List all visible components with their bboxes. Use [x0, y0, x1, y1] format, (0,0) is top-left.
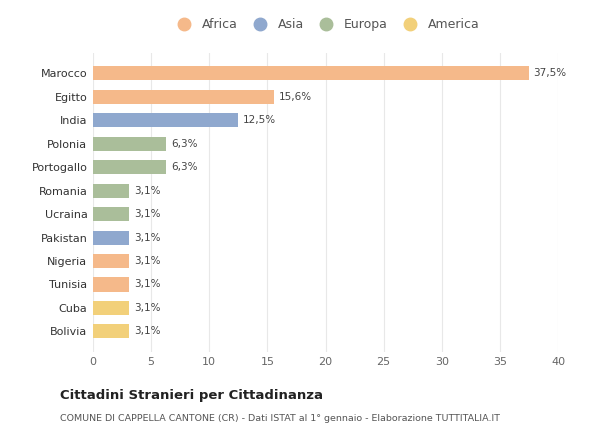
Bar — [93, 324, 129, 338]
Text: 6,3%: 6,3% — [171, 139, 197, 149]
Bar — [93, 113, 238, 127]
Bar — [93, 90, 274, 104]
Text: 3,1%: 3,1% — [134, 256, 160, 266]
Text: 6,3%: 6,3% — [171, 162, 197, 172]
Text: 3,1%: 3,1% — [134, 279, 160, 290]
Text: 3,1%: 3,1% — [134, 186, 160, 196]
Text: 3,1%: 3,1% — [134, 233, 160, 242]
Text: 12,5%: 12,5% — [243, 115, 276, 125]
Text: 3,1%: 3,1% — [134, 326, 160, 336]
Bar — [93, 137, 166, 151]
Text: 37,5%: 37,5% — [533, 69, 567, 78]
Bar — [93, 231, 129, 245]
Text: 3,1%: 3,1% — [134, 303, 160, 313]
Bar — [93, 160, 166, 174]
Text: 15,6%: 15,6% — [279, 92, 312, 102]
Bar — [93, 207, 129, 221]
Bar — [93, 254, 129, 268]
Legend: Africa, Asia, Europa, America: Africa, Asia, Europa, America — [168, 14, 483, 35]
Bar — [93, 183, 129, 198]
Text: 3,1%: 3,1% — [134, 209, 160, 219]
Bar — [93, 66, 529, 81]
Bar — [93, 278, 129, 292]
Bar — [93, 301, 129, 315]
Text: Cittadini Stranieri per Cittadinanza: Cittadini Stranieri per Cittadinanza — [60, 389, 323, 403]
Text: COMUNE DI CAPPELLA CANTONE (CR) - Dati ISTAT al 1° gennaio - Elaborazione TUTTIT: COMUNE DI CAPPELLA CANTONE (CR) - Dati I… — [60, 414, 500, 422]
